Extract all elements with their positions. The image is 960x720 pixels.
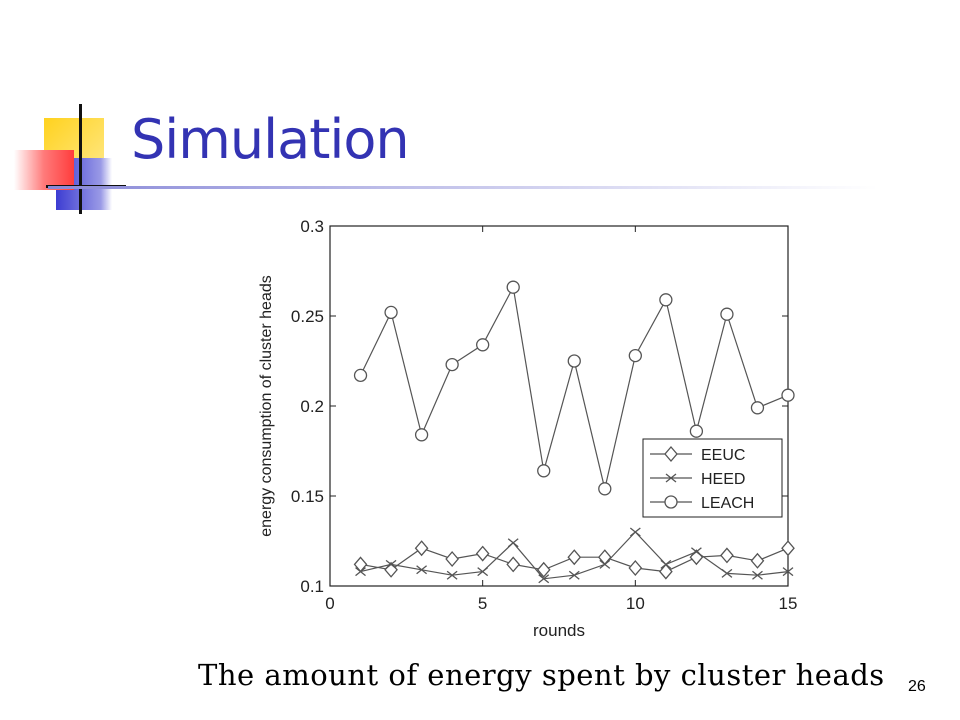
title-underline	[48, 186, 878, 189]
y-tick-label: 0.15	[291, 487, 324, 506]
x-tick-label: 15	[779, 594, 798, 613]
slide-number: 26	[908, 678, 926, 695]
data-point-leach	[628, 348, 642, 363]
vertical-line-decoration	[79, 104, 82, 214]
data-point-eeuc	[445, 551, 459, 567]
data-point-eeuc	[659, 563, 673, 580]
data-point-eeuc	[506, 556, 521, 573]
data-point-heed	[385, 559, 397, 569]
legend-label-heed: HEED	[701, 471, 745, 488]
y-axis-label: energy consumption of cluster heads	[258, 275, 275, 536]
x-tick-label: 5	[478, 594, 487, 613]
data-point-leach	[659, 293, 673, 307]
data-point-leach	[445, 357, 459, 372]
data-point-leach	[720, 307, 734, 321]
data-point-heed	[690, 547, 702, 557]
data-point-heed	[599, 559, 611, 569]
data-point-leach	[384, 305, 398, 320]
legend-label-leach: LEACH	[701, 495, 754, 512]
data-point-heed	[721, 568, 733, 578]
data-point-eeuc	[567, 549, 582, 566]
legend-marker-leach	[664, 495, 678, 509]
series-leach	[353, 280, 795, 496]
data-point-leach	[750, 401, 765, 415]
energy-chart: 0 5 10 15 0.1 0.15 0.2 0.25 0.3 EEUC HEED LEACH ro…	[250, 210, 810, 650]
figure-caption: The amount of energy spent by cluster he…	[198, 658, 885, 692]
data-point-heed	[568, 570, 580, 580]
y-tick-label: 0.3	[300, 217, 324, 236]
data-point-heed	[629, 527, 641, 537]
legend-label-eeuc: EEUC	[701, 447, 745, 464]
chart-container: 0 5 10 15 0.1 0.15 0.2 0.25 0.3 EEUC HEED LEACH ro…	[250, 210, 810, 650]
series-heed	[355, 527, 794, 584]
data-point-leach	[506, 280, 520, 294]
x-tick-label: 0	[325, 594, 334, 613]
data-point-eeuc	[781, 540, 795, 557]
x-tick-label: 10	[626, 594, 645, 613]
x-axis-label: rounds	[533, 621, 585, 640]
data-point-leach	[567, 354, 581, 368]
data-point-eeuc	[475, 545, 490, 562]
data-point-leach	[781, 388, 795, 402]
data-point-heed	[477, 567, 489, 577]
data-point-heed	[355, 567, 366, 577]
data-point-leach	[598, 482, 612, 496]
data-point-eeuc	[414, 540, 429, 557]
data-point-eeuc	[750, 552, 765, 569]
data-point-heed	[507, 538, 519, 548]
data-point-leach	[689, 424, 704, 438]
data-point-leach	[537, 464, 551, 478]
axis-ticks: 0 5 10 15 0.1 0.15 0.2 0.25 0.3	[291, 217, 798, 613]
data-point-heed	[446, 570, 458, 580]
legend-marker-eeuc	[664, 446, 678, 462]
slide-title: Simulation	[131, 108, 410, 171]
y-tick-label: 0.2	[300, 397, 324, 416]
red-square-decoration	[14, 150, 74, 190]
legend-marker-heed	[665, 473, 677, 483]
data-point-leach	[476, 338, 490, 352]
y-tick-label: 0.25	[291, 307, 324, 326]
legend: EEUC HEED LEACH	[642, 438, 783, 518]
data-point-leach	[414, 428, 429, 442]
data-point-eeuc	[720, 547, 734, 564]
data-point-leach	[353, 368, 368, 383]
data-point-eeuc	[536, 561, 551, 578]
series-group	[353, 280, 795, 584]
y-tick-label: 0.1	[300, 577, 324, 596]
data-point-heed	[538, 574, 550, 584]
data-point-heed	[660, 559, 672, 569]
data-point-heed	[782, 567, 794, 577]
data-point-heed	[416, 565, 428, 575]
data-point-eeuc	[628, 560, 643, 576]
chart-background	[250, 210, 810, 650]
data-point-heed	[752, 570, 763, 580]
